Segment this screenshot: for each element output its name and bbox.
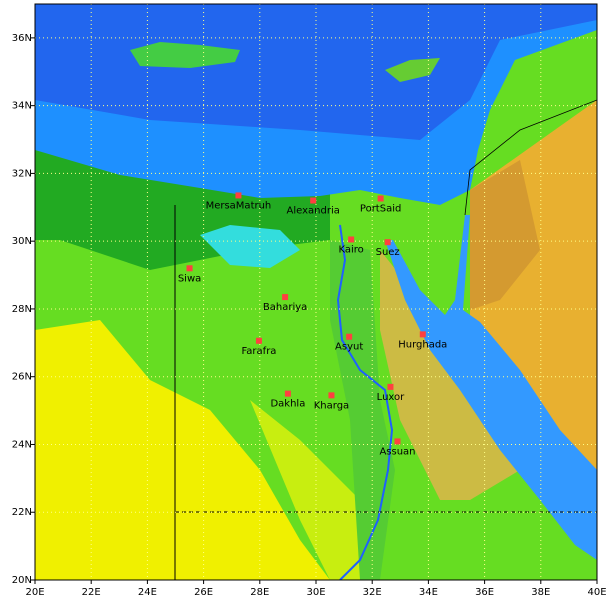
x-tick-label: 26E [194, 587, 213, 598]
sea [385, 215, 597, 560]
city-label: Kairo [338, 244, 363, 255]
city-label: Suez [376, 247, 400, 258]
city-label: Alexandria [287, 206, 340, 217]
city-label: Hurghada [398, 339, 447, 350]
x-tick-label: 24E [138, 587, 157, 598]
ticks: 20E 22E 24E 26E 28E 30E 32E 34E 36E 38E 40E 20N 22N 2… [12, 33, 607, 598]
y-tick-label: 32N [12, 168, 32, 179]
highland [470, 160, 540, 310]
city-marker [255, 337, 262, 344]
y-tick-label: 34N [12, 101, 32, 112]
city-label: Assuan [379, 446, 415, 457]
border [464, 99, 597, 216]
y-tick-label: 26N [12, 372, 32, 383]
city-marker [384, 239, 391, 246]
city-label: Dakhla [270, 399, 305, 410]
river [336, 224, 394, 580]
city-label: Luxor [377, 392, 405, 403]
city-marker [282, 294, 289, 301]
depression [200, 225, 300, 268]
city-label: Farafra [241, 346, 276, 357]
city-marker [346, 333, 353, 340]
desert [250, 400, 370, 580]
city-marker [284, 390, 291, 397]
y-tick-label: 28N [12, 304, 32, 315]
city-marker [186, 265, 193, 272]
y-tick-label: 24N [12, 439, 32, 450]
y-tick-label: 20N [12, 575, 32, 586]
city-label: Bahariya [263, 302, 307, 313]
cities: MersaMatruh Alexandria PortSaid Kairo Suez Si… [178, 192, 447, 457]
desert [35, 320, 330, 580]
city-marker [348, 236, 355, 243]
city-label: MersaMatruh [206, 200, 272, 211]
y-tick-label: 36N [12, 33, 32, 44]
x-tick-label: 36E [475, 587, 494, 598]
city-label: Kharga [314, 400, 349, 411]
city-label: Siwa [178, 273, 201, 284]
x-tick-label: 32E [363, 587, 382, 598]
city-marker [377, 195, 384, 202]
x-tick-label: 40E [587, 587, 606, 598]
city-marker [387, 383, 394, 390]
city-marker [419, 331, 426, 338]
city-label: PortSaid [360, 203, 401, 214]
y-tick-label: 22N [12, 507, 32, 518]
valley [330, 240, 395, 580]
x-tick-label: 34E [419, 587, 438, 598]
x-tick-label: 30E [306, 587, 325, 598]
city-marker [310, 197, 317, 204]
city-marker [328, 392, 335, 399]
x-tick-label: 22E [82, 587, 101, 598]
city-marker [394, 438, 401, 445]
y-tick-label: 30N [12, 236, 32, 247]
island [130, 42, 240, 68]
x-tick-label: 38E [531, 587, 550, 598]
island [385, 58, 440, 82]
x-tick-label: 28E [250, 587, 269, 598]
x-tick-label: 20E [25, 587, 44, 598]
city-label: Asyut [335, 342, 363, 353]
city-marker [235, 192, 242, 199]
